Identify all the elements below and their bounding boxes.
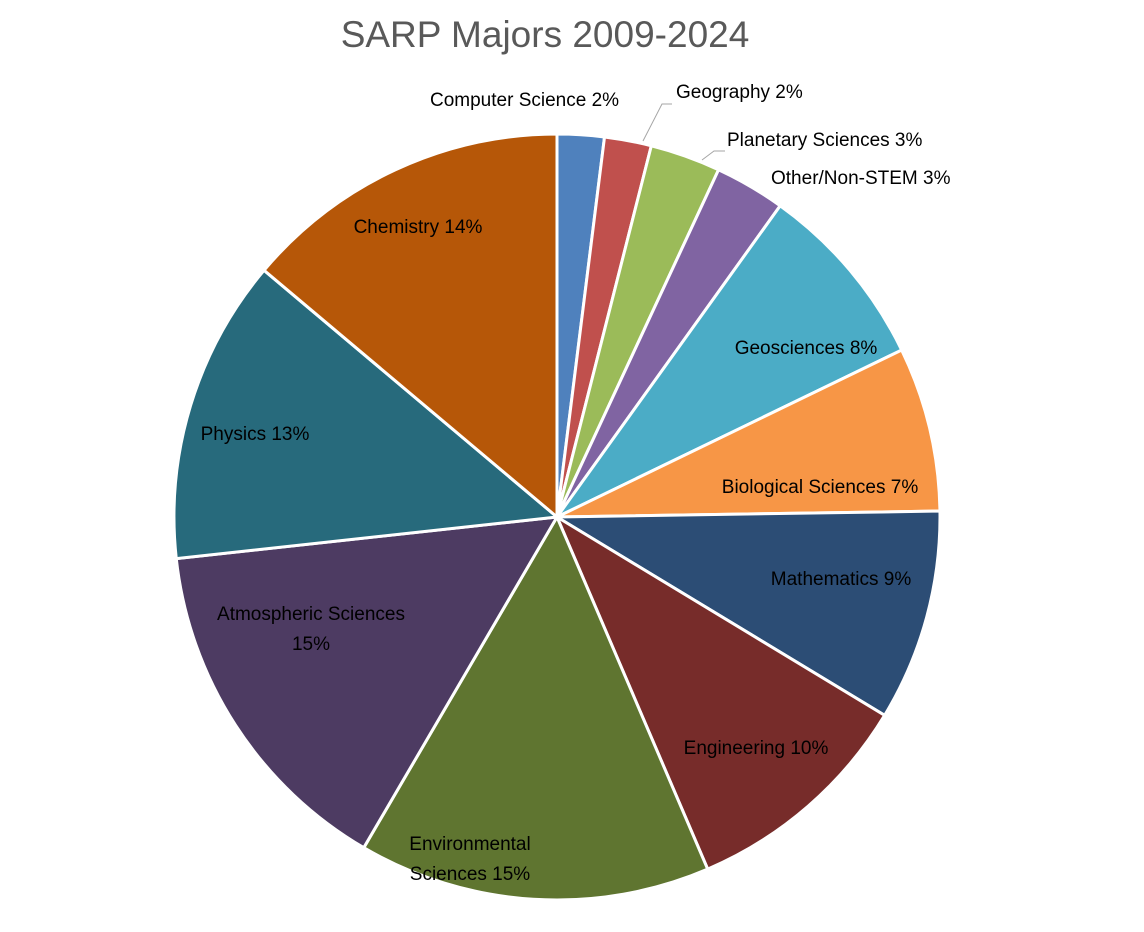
pie-slice-biological-sciences bbox=[556, 348, 942, 519]
pie-slice-geosciences bbox=[555, 203, 904, 519]
pie-slice-chemistry bbox=[261, 132, 559, 521]
data-label-other-non-stem: Other/Non-STEM 3% bbox=[771, 168, 951, 189]
pie-slice-engineering bbox=[553, 513, 887, 872]
data-label-environmental-sciences: Environmental Sciences 15% bbox=[409, 830, 530, 890]
leader-line-geography bbox=[642, 103, 672, 142]
data-label-geosciences: Geosciences 8% bbox=[734, 338, 878, 359]
data-label-engineering: Engineering 10% bbox=[683, 738, 829, 759]
pie-slice-atmospheric-sciences bbox=[174, 515, 560, 850]
data-label-line: Environmental bbox=[409, 834, 531, 855]
pie-slice-environmental-sciences bbox=[361, 513, 710, 902]
data-label-planetary-sciences: Planetary Sciences 3% bbox=[727, 130, 923, 151]
data-label-geography: Geography 2% bbox=[676, 82, 803, 103]
leader-line-planetary-sciences bbox=[701, 150, 725, 161]
data-label-line: Atmospheric Sciences bbox=[217, 604, 405, 625]
data-label-line: 15% bbox=[291, 634, 331, 655]
data-label-mathematics: Mathematics 9% bbox=[770, 569, 912, 590]
chart-title: SARP Majors 2009-2024 bbox=[340, 14, 750, 55]
data-label-biological-sciences: Biological Sciences 7% bbox=[721, 477, 919, 498]
pie-slice-mathematics bbox=[551, 509, 942, 718]
pie-slice-physics bbox=[172, 268, 561, 561]
data-label-line: Sciences 15% bbox=[409, 864, 531, 885]
data-label-physics: Physics 13% bbox=[200, 424, 310, 445]
data-label-computer-science: Computer Science 2% bbox=[430, 90, 620, 111]
data-label-atmospheric-sciences: Atmospheric Sciences 15% bbox=[217, 600, 405, 660]
data-label-chemistry: Chemistry 14% bbox=[353, 217, 483, 238]
